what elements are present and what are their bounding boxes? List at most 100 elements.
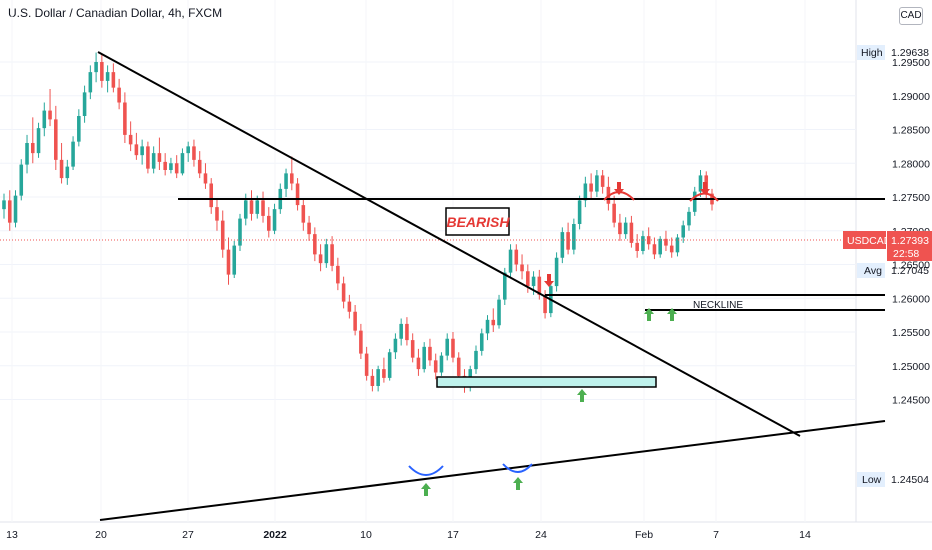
candle-body — [307, 222, 311, 235]
candle — [232, 240, 237, 278]
y-tick-label: 1.25000 — [892, 361, 930, 373]
candle-body — [169, 163, 173, 170]
candle-body — [566, 232, 570, 250]
candle-body — [19, 164, 24, 196]
y-tick-label: 1.26500 — [892, 260, 930, 272]
candle — [105, 65, 110, 93]
candle — [220, 210, 225, 258]
candle-body — [134, 144, 139, 156]
up-arrow-1 — [421, 483, 431, 496]
candle — [7, 190, 12, 231]
candle-body — [111, 72, 116, 88]
candle — [652, 237, 657, 260]
candle — [59, 143, 64, 184]
candle-body — [370, 375, 375, 386]
y-tick-label: 1.28000 — [892, 158, 930, 170]
candle-body — [376, 369, 380, 386]
candle — [687, 207, 691, 231]
candle — [266, 207, 271, 238]
candle — [25, 134, 29, 174]
candle — [209, 178, 214, 214]
candle-body — [560, 232, 565, 258]
descending-trendline[interactable] — [97, 51, 801, 437]
candle-body — [479, 333, 484, 351]
candle — [100, 53, 104, 88]
candle-body — [491, 319, 496, 326]
up-arrow-4 — [644, 308, 654, 321]
candle-body — [451, 338, 455, 358]
candle-body — [117, 87, 121, 103]
candle — [600, 170, 605, 194]
candle-body — [123, 102, 127, 135]
candle-body — [128, 134, 133, 145]
candle-body — [675, 237, 680, 253]
candle — [71, 136, 75, 170]
candle — [572, 218, 576, 255]
up-arrows — [421, 308, 677, 496]
candle — [2, 193, 6, 219]
candle-body — [502, 272, 507, 300]
candle-body — [330, 244, 334, 266]
time-axis[interactable]: 13 20 27 2022 10 17 24 Feb 7 14 — [6, 529, 811, 541]
candle-body — [583, 183, 588, 201]
candle — [629, 215, 634, 248]
candle — [577, 195, 582, 230]
high-value: 1.29638 — [891, 47, 929, 59]
currency-button[interactable]: CAD — [899, 7, 923, 25]
up-arrow-3 — [577, 389, 587, 402]
candle-body — [215, 207, 219, 221]
candle — [151, 146, 156, 174]
candle — [658, 236, 662, 258]
candle-body — [410, 340, 415, 358]
candle — [65, 159, 70, 185]
candle — [307, 215, 311, 241]
candle-body — [88, 72, 93, 93]
candle — [336, 257, 340, 291]
candle — [405, 317, 409, 346]
candle — [180, 148, 185, 176]
candle-body — [623, 222, 628, 235]
candle-body — [514, 249, 519, 265]
candle-body — [255, 200, 260, 214]
candle-body — [393, 338, 398, 353]
candle — [445, 333, 450, 361]
bearish-box[interactable] — [445, 207, 510, 236]
down-arrow-2 — [614, 182, 624, 195]
candle — [497, 294, 501, 329]
demand-zone[interactable] — [436, 376, 657, 388]
candle — [508, 244, 513, 278]
candle-body — [157, 153, 162, 162]
candle — [456, 352, 461, 381]
candle — [261, 191, 265, 223]
y-tick-label: 1.29500 — [892, 57, 930, 69]
candle-body — [405, 323, 409, 341]
low-value: 1.24504 — [891, 474, 929, 486]
current-price-marker: USDCAD 1.27393 22:58 — [843, 231, 932, 261]
candle — [416, 348, 421, 376]
candle-body — [474, 350, 478, 370]
x-tick-label: 24 — [535, 529, 547, 541]
candle-body — [261, 200, 265, 216]
x-tick-label: 2022 — [263, 529, 287, 541]
candle-body — [186, 146, 190, 154]
candle-body — [382, 369, 386, 378]
candle-body — [180, 153, 185, 174]
candle-body — [416, 357, 421, 370]
grid — [0, 61, 856, 400]
ascending-trendline[interactable] — [99, 420, 886, 521]
candle — [88, 65, 93, 100]
candle-body — [295, 183, 300, 206]
candle-body — [220, 220, 225, 250]
candle — [186, 141, 190, 162]
candle-body — [324, 244, 329, 264]
candle — [301, 198, 306, 231]
candle — [382, 357, 386, 383]
candle — [77, 109, 81, 147]
candle — [36, 122, 41, 158]
candle-body — [313, 234, 317, 255]
candle — [19, 159, 24, 201]
up-arrow-5 — [667, 308, 677, 321]
x-tick-label: 17 — [447, 529, 459, 541]
candle — [134, 132, 139, 160]
